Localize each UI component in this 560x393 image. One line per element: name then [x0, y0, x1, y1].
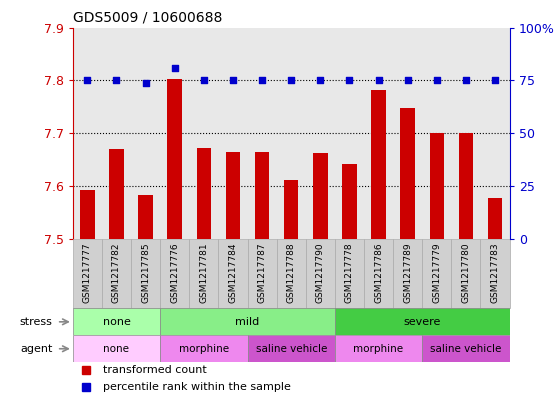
- Bar: [335, 239, 364, 309]
- Bar: [109, 149, 124, 239]
- Text: stress: stress: [20, 317, 53, 327]
- Bar: [226, 152, 240, 239]
- Point: [258, 77, 267, 84]
- Bar: [371, 90, 386, 239]
- Text: GSM1217784: GSM1217784: [228, 242, 237, 303]
- Text: GDS5009 / 10600688: GDS5009 / 10600688: [73, 11, 222, 25]
- Bar: [248, 335, 335, 362]
- Point: [228, 77, 237, 84]
- Bar: [255, 152, 269, 239]
- Text: GSM1217788: GSM1217788: [287, 242, 296, 303]
- Text: saline vehicle: saline vehicle: [430, 344, 502, 354]
- Text: saline vehicle: saline vehicle: [255, 344, 327, 354]
- Bar: [160, 335, 248, 362]
- Bar: [422, 335, 510, 362]
- Bar: [313, 153, 328, 239]
- Bar: [73, 239, 102, 309]
- Point: [403, 77, 412, 84]
- Text: GSM1217790: GSM1217790: [316, 242, 325, 303]
- Text: GSM1217781: GSM1217781: [199, 242, 208, 303]
- Bar: [102, 239, 131, 309]
- Point: [112, 77, 121, 84]
- Point: [461, 77, 470, 84]
- Text: none: none: [102, 317, 130, 327]
- Bar: [277, 239, 306, 309]
- Bar: [488, 198, 502, 239]
- Point: [83, 77, 92, 84]
- Bar: [335, 309, 510, 335]
- Bar: [335, 335, 422, 362]
- Text: agent: agent: [20, 344, 53, 354]
- Bar: [422, 239, 451, 309]
- Bar: [393, 239, 422, 309]
- Bar: [73, 309, 160, 335]
- Text: mild: mild: [235, 317, 260, 327]
- Bar: [160, 309, 335, 335]
- Point: [345, 77, 354, 84]
- Bar: [138, 195, 153, 239]
- Text: percentile rank within the sample: percentile rank within the sample: [104, 382, 291, 392]
- Text: GSM1217777: GSM1217777: [83, 242, 92, 303]
- Bar: [480, 239, 510, 309]
- Bar: [364, 239, 393, 309]
- Text: GSM1217785: GSM1217785: [141, 242, 150, 303]
- Bar: [430, 133, 444, 239]
- Point: [491, 77, 500, 84]
- Text: GSM1217783: GSM1217783: [491, 242, 500, 303]
- Bar: [306, 239, 335, 309]
- Point: [374, 77, 383, 84]
- Text: transformed count: transformed count: [104, 365, 207, 375]
- Bar: [459, 133, 473, 239]
- Bar: [248, 239, 277, 309]
- Text: GSM1217782: GSM1217782: [112, 242, 121, 303]
- Bar: [167, 79, 182, 239]
- Bar: [160, 239, 189, 309]
- Point: [316, 77, 325, 84]
- Bar: [284, 180, 298, 239]
- Point: [170, 64, 179, 71]
- Bar: [400, 108, 415, 239]
- Bar: [131, 239, 160, 309]
- Text: none: none: [104, 344, 129, 354]
- Text: GSM1217779: GSM1217779: [432, 242, 441, 303]
- Text: GSM1217778: GSM1217778: [345, 242, 354, 303]
- Text: GSM1217789: GSM1217789: [403, 242, 412, 303]
- Bar: [342, 164, 357, 239]
- Text: morphine: morphine: [353, 344, 404, 354]
- Bar: [189, 239, 218, 309]
- Point: [141, 79, 150, 86]
- Bar: [218, 239, 248, 309]
- Point: [287, 77, 296, 84]
- Point: [432, 77, 441, 84]
- Bar: [197, 148, 211, 239]
- Text: GSM1217776: GSM1217776: [170, 242, 179, 303]
- Point: [199, 77, 208, 84]
- Text: severe: severe: [404, 317, 441, 327]
- Text: morphine: morphine: [179, 344, 229, 354]
- Text: GSM1217787: GSM1217787: [258, 242, 267, 303]
- Bar: [451, 239, 480, 309]
- Bar: [73, 335, 160, 362]
- Text: GSM1217780: GSM1217780: [461, 242, 470, 303]
- Bar: [80, 190, 95, 239]
- Text: GSM1217786: GSM1217786: [374, 242, 383, 303]
